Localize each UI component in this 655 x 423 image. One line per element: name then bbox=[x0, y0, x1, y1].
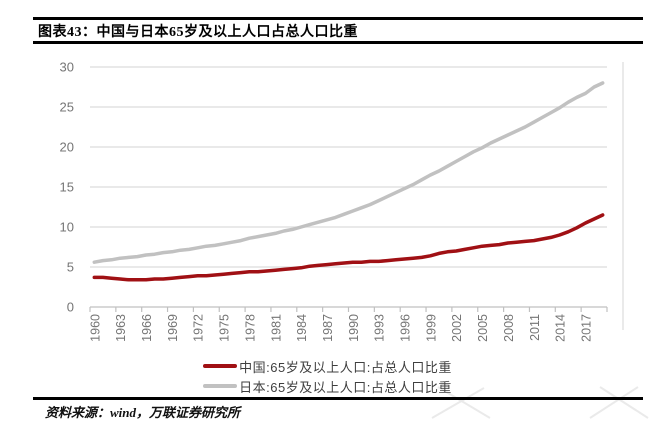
x-tick-label: 1960 bbox=[88, 314, 102, 342]
x-axis-ticks bbox=[89, 307, 608, 312]
x-tick-label: 1975 bbox=[218, 314, 232, 342]
y-tick-label: 15 bbox=[60, 180, 74, 195]
x-tick-label: 1963 bbox=[114, 314, 128, 342]
y-gridlines bbox=[90, 66, 607, 308]
x-tick-label: 1969 bbox=[166, 314, 180, 342]
legend-item-japan: 日本:65岁及以上人口:占总人口比重 bbox=[203, 377, 452, 395]
title-bottom-rule bbox=[33, 41, 643, 44]
y-tick-label: 10 bbox=[60, 220, 74, 235]
x-tick-label: 1978 bbox=[243, 314, 257, 342]
y-axis-labels: 0 5 10 15 20 25 30 bbox=[60, 60, 74, 315]
japan-line-swatch bbox=[203, 384, 238, 388]
legend-label-china: 中国:65岁及以上人口:占总人口比重 bbox=[239, 359, 452, 375]
x-tick-label: 2008 bbox=[502, 314, 516, 342]
x-tick-label: 1990 bbox=[347, 314, 361, 342]
legend-label-japan: 日本:65岁及以上人口:占总人口比重 bbox=[239, 379, 452, 395]
source-note: 资料来源：wind，万联证券研究所 bbox=[45, 405, 241, 420]
y-tick-label: 0 bbox=[67, 300, 74, 315]
y-tick-label: 5 bbox=[67, 260, 74, 275]
y-tick-label: 20 bbox=[60, 140, 74, 155]
x-tick-label: 2005 bbox=[476, 314, 490, 342]
y-tick-label: 30 bbox=[60, 60, 74, 75]
x-tick-label: 2014 bbox=[554, 314, 568, 342]
x-tick-label: 1981 bbox=[269, 314, 283, 342]
x-tick-label: 2002 bbox=[450, 314, 464, 342]
chart-legend: 中国:65岁及以上人口:占总人口比重 日本:65岁及以上人口:占总人口比重 bbox=[0, 357, 655, 395]
title-top-rule bbox=[33, 17, 643, 20]
series-line-japan bbox=[92, 81, 605, 264]
china-line-swatch bbox=[203, 364, 238, 368]
x-tick-label: 1972 bbox=[192, 314, 206, 342]
x-tick-label: 1984 bbox=[295, 314, 309, 342]
source-top-rule bbox=[33, 397, 643, 400]
y-tick-label: 25 bbox=[60, 100, 74, 115]
x-tick-label: 2017 bbox=[579, 314, 593, 342]
x-tick-label: 2011 bbox=[528, 314, 542, 341]
legend-item-china: 中国:65岁及以上人口:占总人口比重 bbox=[203, 357, 452, 375]
x-axis-labels: 1960 1963 1966 1969 1972 1975 1978 1981 1984 1987… bbox=[88, 314, 593, 342]
figure-title: 图表43：中国与日本65岁及以上人口占总人口比重 bbox=[38, 25, 358, 40]
x-tick-label: 1966 bbox=[140, 314, 154, 342]
x-tick-label: 1993 bbox=[373, 314, 387, 342]
x-tick-label: 1999 bbox=[424, 314, 438, 342]
watermark bbox=[431, 62, 649, 419]
series-line-china bbox=[92, 213, 605, 282]
x-tick-label: 1987 bbox=[321, 314, 335, 342]
x-tick-label: 1996 bbox=[399, 314, 413, 342]
